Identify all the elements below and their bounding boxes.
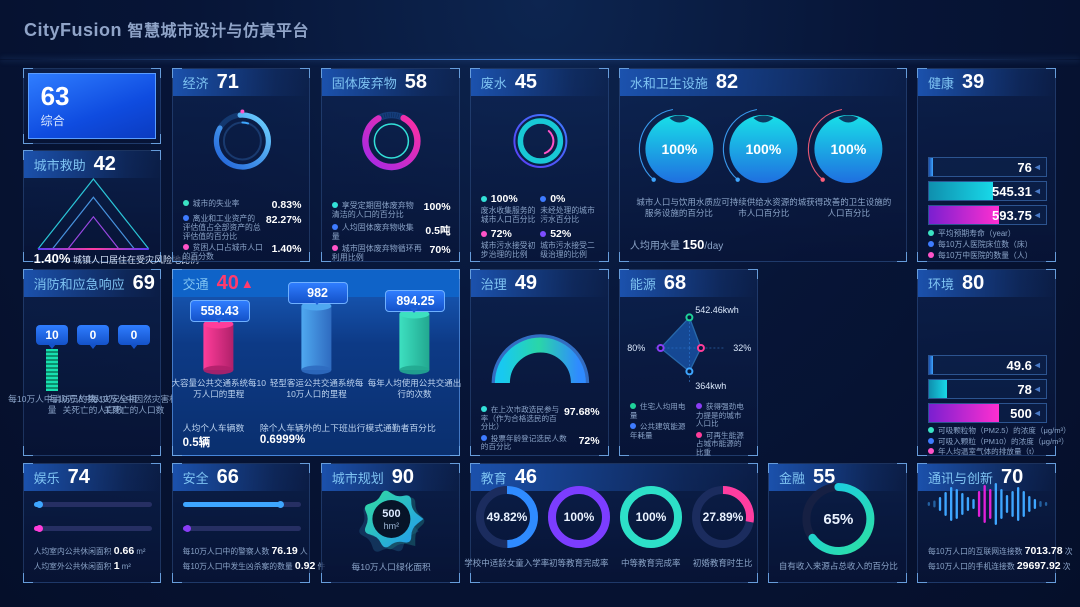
svg-text:27.89%: 27.89% [702,510,743,524]
svg-text:100%: 100% [661,141,697,157]
svg-text:100%: 100% [746,141,782,157]
svg-text:hm²: hm² [383,521,398,531]
svg-text:500: 500 [382,508,400,520]
svg-text:65%: 65% [823,511,853,528]
svg-text:100%: 100% [831,141,867,157]
